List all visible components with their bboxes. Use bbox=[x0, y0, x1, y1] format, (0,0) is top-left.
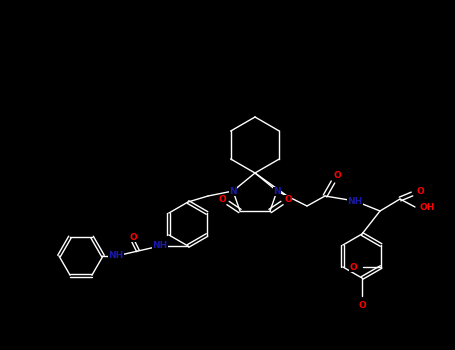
Text: O: O bbox=[333, 172, 341, 181]
Text: O: O bbox=[218, 195, 226, 203]
Text: O: O bbox=[129, 232, 137, 241]
Text: N: N bbox=[273, 187, 281, 196]
Text: O: O bbox=[284, 195, 292, 203]
Text: O: O bbox=[349, 262, 357, 272]
Text: NH: NH bbox=[347, 196, 363, 205]
Text: NH: NH bbox=[152, 241, 167, 251]
Text: O: O bbox=[416, 187, 424, 196]
Text: N: N bbox=[229, 187, 237, 196]
Text: O: O bbox=[358, 301, 366, 310]
Text: NH: NH bbox=[108, 252, 124, 260]
Text: OH: OH bbox=[420, 203, 435, 211]
